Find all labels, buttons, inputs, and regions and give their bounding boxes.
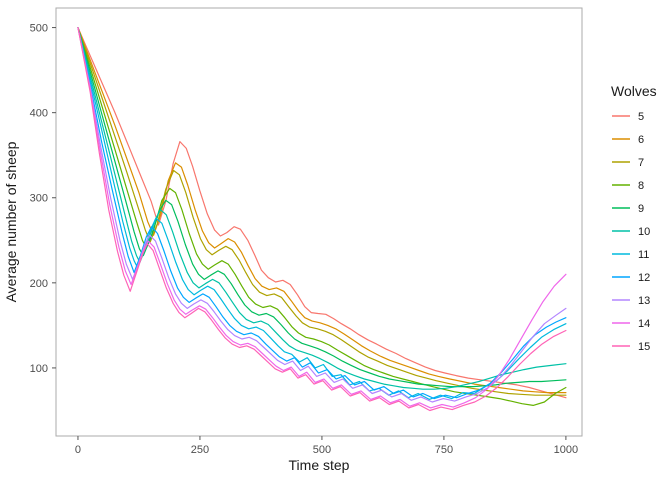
series-line-14: [77, 27, 567, 409]
legend-item: 11: [612, 249, 649, 261]
x-tick-label: 750: [435, 444, 453, 456]
panel-border: [55, 7, 583, 437]
y-tick-label: 300: [30, 193, 48, 205]
y-tick-label: 400: [30, 108, 48, 120]
legend-label: 13: [638, 295, 650, 307]
legend-item: 13: [612, 295, 650, 307]
series-line-5: [77, 27, 567, 399]
legend-item: 8: [612, 180, 644, 192]
legend-label: 7: [638, 157, 644, 169]
legend-items: 5 6 7 8 9 10 11 12 13 14 15: [612, 111, 650, 353]
legend-item: 5: [612, 111, 644, 123]
legend-label: 14: [638, 318, 650, 330]
x-tick-label: 250: [191, 444, 209, 456]
x-axis-title: Time step: [289, 457, 350, 473]
legend: Wolves 5 6 7 8 9 10 11 12 13 14 15: [611, 83, 657, 353]
x-tick-label: 0: [75, 444, 81, 456]
legend-label: 12: [638, 272, 650, 284]
y-tick-label: 200: [30, 278, 48, 290]
legend-label: 10: [638, 226, 650, 238]
legend-label: 6: [638, 134, 644, 146]
series-line-12: [77, 27, 567, 400]
legend-item: 6: [612, 134, 644, 146]
legend-label: 9: [638, 203, 644, 215]
legend-title: Wolves: [611, 83, 657, 99]
x-tick-label: 1000: [554, 444, 578, 456]
series-lines: [77, 27, 567, 412]
series-line-7: [77, 27, 567, 396]
series-line-15: [77, 27, 567, 412]
x-tick-label: 500: [313, 444, 331, 456]
y-tick-label: 500: [30, 23, 48, 35]
legend-item: 7: [612, 157, 644, 169]
legend-label: 5: [638, 111, 644, 123]
legend-label: 11: [638, 249, 649, 261]
y-tick-label: 100: [30, 363, 48, 375]
y-axis-title: Average number of sheep: [3, 141, 19, 302]
legend-item: 10: [612, 226, 650, 238]
legend-item: 15: [612, 341, 650, 353]
series-line-11: [77, 27, 567, 400]
legend-item: 12: [612, 272, 650, 284]
x-axis: 0 250 500 750 1000: [75, 436, 578, 456]
series-line-10: [77, 27, 567, 390]
series-line-13: [77, 27, 567, 403]
legend-item: 9: [612, 203, 644, 215]
legend-label: 15: [638, 341, 650, 353]
series-line-6: [77, 27, 567, 394]
y-axis: 100 200 300 400 500: [30, 23, 56, 375]
legend-item: 14: [612, 318, 650, 330]
legend-label: 8: [638, 180, 644, 192]
plot-panel: [56, 8, 582, 436]
